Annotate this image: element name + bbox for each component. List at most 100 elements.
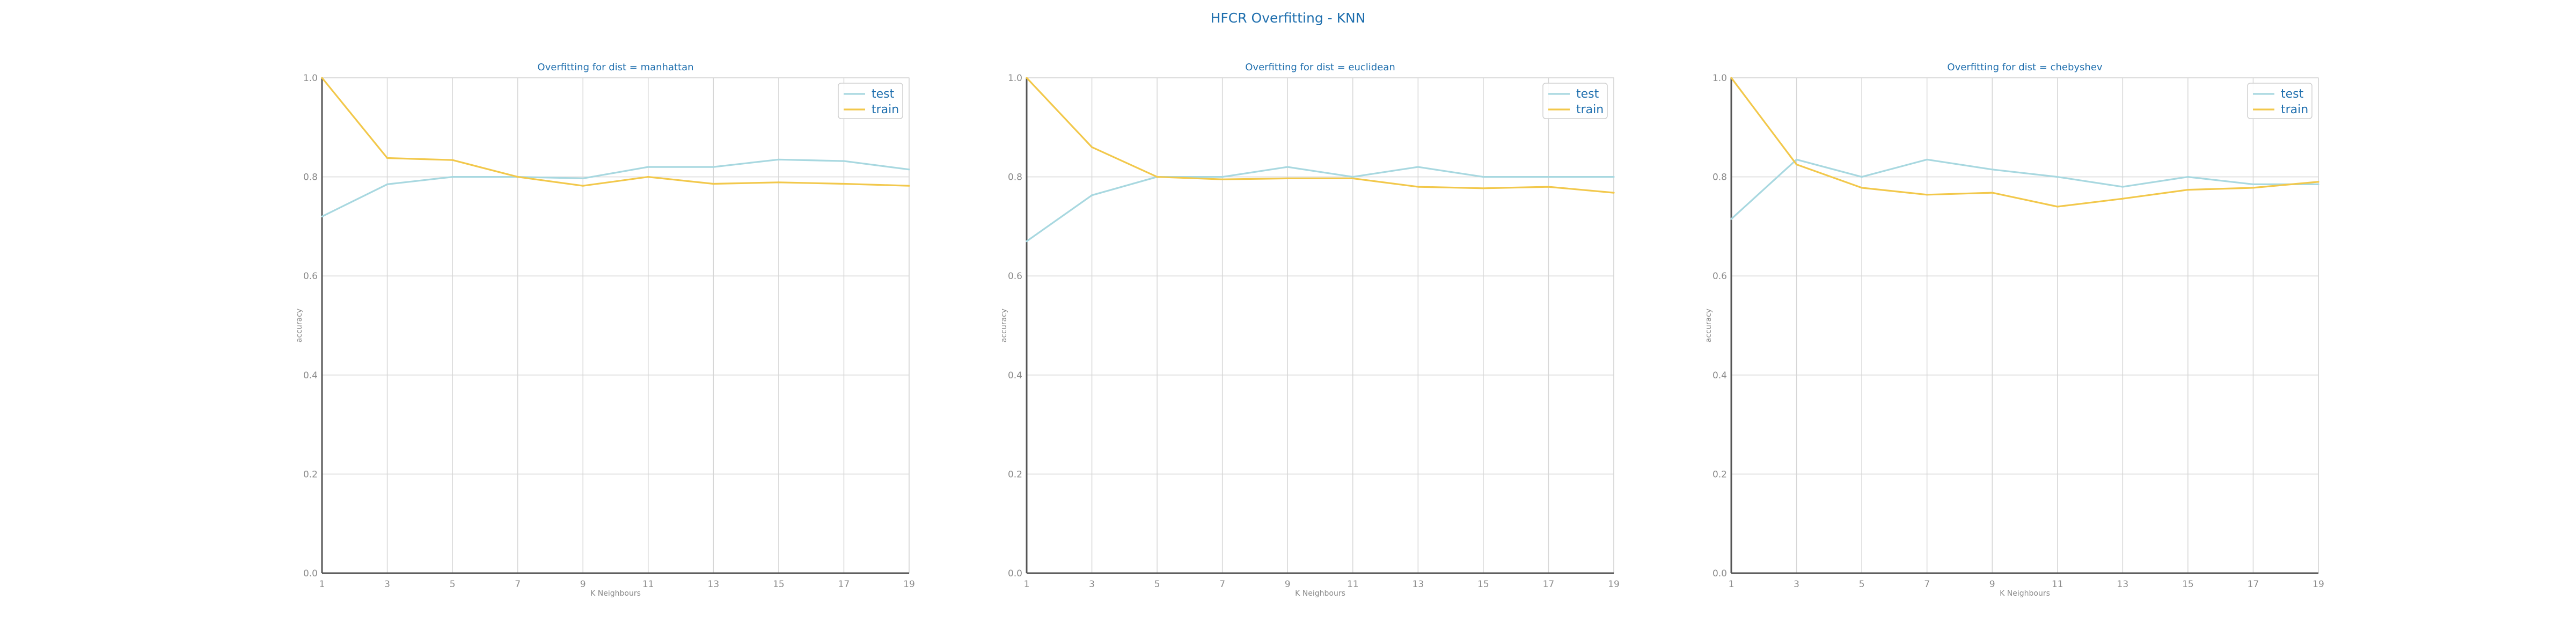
data-point-test [1417,166,1419,168]
data-point-test [647,166,649,168]
data-point-test [2317,183,2319,186]
subplot-2: 1 3 5 7 9 11 13 15 17 190.00.20.40.60.81.0Overfit… [1000,62,1620,598]
data-point-train [1221,178,1224,180]
y-tick-label: 0.2 [303,469,318,480]
legend-label-train: train [1576,103,1604,116]
data-point-test [712,166,714,168]
x-tick-label: 7 [515,579,521,590]
x-tick-label: 5 [1859,579,1865,590]
series-line-test [1730,158,2318,220]
data-point-test [1795,158,1798,160]
data-point-test [1730,218,1732,220]
x-tick-label: 11 [642,579,654,590]
x-tick-label: 19 [903,579,915,590]
x-tick-label: 13 [2117,579,2129,590]
data-point-test [1613,176,1615,178]
y-tick-label: 0.6 [303,271,318,282]
legend: test train [2247,83,2312,119]
data-point-test [1547,176,1550,178]
data-point-train [2317,181,2319,183]
figure-title: HFCR Overfitting - KNN [1211,10,1366,26]
data-point-test [1221,176,1224,178]
series-line-train [321,77,910,187]
data-point-train [1795,163,1798,166]
plot-frame [1026,77,1614,574]
legend-label-test: test [2281,87,2304,101]
x-tick-label: 1 [1024,579,1030,590]
subplot-3: 1 3 5 7 9 11 13 15 17 190.00.20.40.60.81.0Overfit… [1704,62,2324,598]
data-point-train [1417,186,1419,188]
legend: test train [838,83,903,119]
data-point-train [1482,187,1484,189]
data-point-train [1026,77,1028,79]
y-tick-label: 0.4 [303,370,318,381]
x-tick-label: 5 [1154,579,1160,590]
x-tick-label: 1 [1729,579,1735,590]
data-point-train [647,176,649,178]
legend-label-test: test [1576,87,1599,101]
subplot-title: Overfitting for dist = chebyshev [1947,62,2102,73]
data-point-train [1861,187,1863,189]
x-tick-label: 1 [319,579,325,590]
subplot-title: Overfitting for dist = manhattan [537,62,693,73]
series-line-test [321,158,910,217]
data-point-train [582,185,584,187]
x-tick-label: 7 [1219,579,1225,590]
y-axis-label: accuracy [295,309,304,342]
x-tick-label: 19 [1608,579,1620,590]
data-point-train [386,157,389,159]
data-point-train [1613,192,1615,194]
y-tick-label: 0.8 [303,172,318,183]
plot-frame [1731,77,2319,574]
data-point-test [1286,166,1289,168]
data-point-test [2121,186,2124,188]
y-tick-label: 0.0 [1713,568,1727,579]
data-point-train [1091,146,1093,148]
y-tick-label: 0.8 [1008,172,1022,183]
legend-label-train: train [872,103,899,116]
data-point-test [2187,176,2189,178]
x-axis-label: K Neighbours [1295,589,1345,598]
y-tick-label: 0.8 [1713,172,1727,183]
data-point-test [1926,158,1928,160]
data-point-test [1352,176,1354,178]
data-point-test [908,169,910,171]
data-point-test [2252,183,2255,186]
legend-label-test: test [872,87,895,101]
x-axis-label: K Neighbours [2000,589,2050,598]
x-tick-label: 3 [1089,579,1095,590]
x-tick-label: 11 [1347,579,1359,590]
subplot-1: 1 3 5 7 9 11 13 15 17 190.00.20.40.60.81.0Overfit… [295,62,915,598]
series-line-train [1730,77,2319,208]
data-point-train [908,185,910,187]
data-point-test [582,177,584,179]
data-point-train [1547,186,1550,188]
data-point-train [778,181,780,184]
y-tick-label: 1.0 [1713,73,1727,84]
data-point-train [2057,206,2059,208]
data-point-test [1482,176,1484,178]
x-tick-label: 13 [708,579,720,590]
y-tick-label: 0.0 [1008,568,1022,579]
x-tick-label: 3 [1794,579,1799,590]
x-tick-label: 5 [450,579,456,590]
data-point-test [778,158,780,160]
y-tick-label: 0.6 [1713,271,1727,282]
data-point-test [321,215,323,218]
x-tick-label: 9 [580,579,586,590]
x-tick-label: 3 [384,579,390,590]
data-point-train [2121,197,2124,200]
y-tick-label: 0.2 [1008,469,1022,480]
data-point-test [386,183,389,186]
y-tick-label: 1.0 [303,73,318,84]
data-point-test [451,176,453,178]
x-tick-label: 17 [1543,579,1555,590]
y-tick-label: 1.0 [1008,73,1022,84]
plot-frame [321,77,910,574]
series-line-train [1026,77,1614,194]
y-tick-label: 0.6 [1008,271,1022,282]
data-point-test [2057,176,2059,178]
data-point-test [1026,240,1028,243]
y-axis-label: accuracy [1704,309,1713,342]
x-tick-label: 17 [838,579,850,590]
